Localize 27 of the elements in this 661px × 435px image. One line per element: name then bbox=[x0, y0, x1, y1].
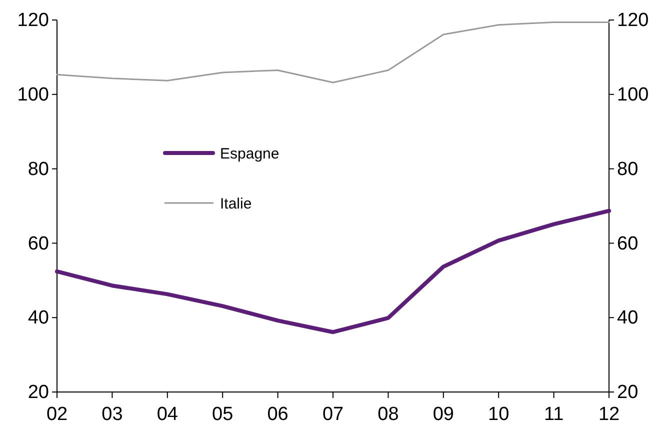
x-tick-label: 03 bbox=[102, 404, 123, 425]
x-tick-label: 06 bbox=[267, 404, 288, 425]
x-tick-label: 08 bbox=[378, 404, 399, 425]
x-tick-label: 12 bbox=[598, 404, 620, 425]
y2-tick-label: 120 bbox=[617, 10, 649, 32]
y-tick-label: 120 bbox=[17, 10, 49, 32]
y-tick-label: 20 bbox=[28, 382, 49, 404]
x-tick-label: 02 bbox=[46, 404, 68, 425]
y-tick-label: 100 bbox=[17, 84, 49, 106]
line-series bbox=[55, 208, 611, 334]
y2-tick-label: 20 bbox=[617, 382, 638, 404]
y-tick-label: 80 bbox=[28, 158, 49, 180]
y-tick-label: 40 bbox=[28, 308, 49, 329]
line-series bbox=[56, 21, 610, 84]
y2-tick-label: 60 bbox=[617, 233, 638, 254]
x-tick-label: 05 bbox=[212, 404, 234, 425]
x-tick-label: 09 bbox=[432, 404, 454, 425]
x-tick-label: 04 bbox=[156, 404, 178, 425]
x-tick-label: 11 bbox=[544, 404, 564, 425]
y2-tick-label: 40 bbox=[617, 308, 638, 329]
legend-label: Espagne bbox=[220, 145, 280, 162]
x-tick-label: 10 bbox=[488, 404, 510, 425]
y2-tick-label: 80 bbox=[617, 158, 638, 180]
x-tick-label: 07 bbox=[322, 404, 344, 425]
y-tick-label: 60 bbox=[28, 233, 49, 254]
y2-tick-label: 100 bbox=[617, 84, 649, 106]
legend-label: Italie bbox=[220, 195, 252, 212]
